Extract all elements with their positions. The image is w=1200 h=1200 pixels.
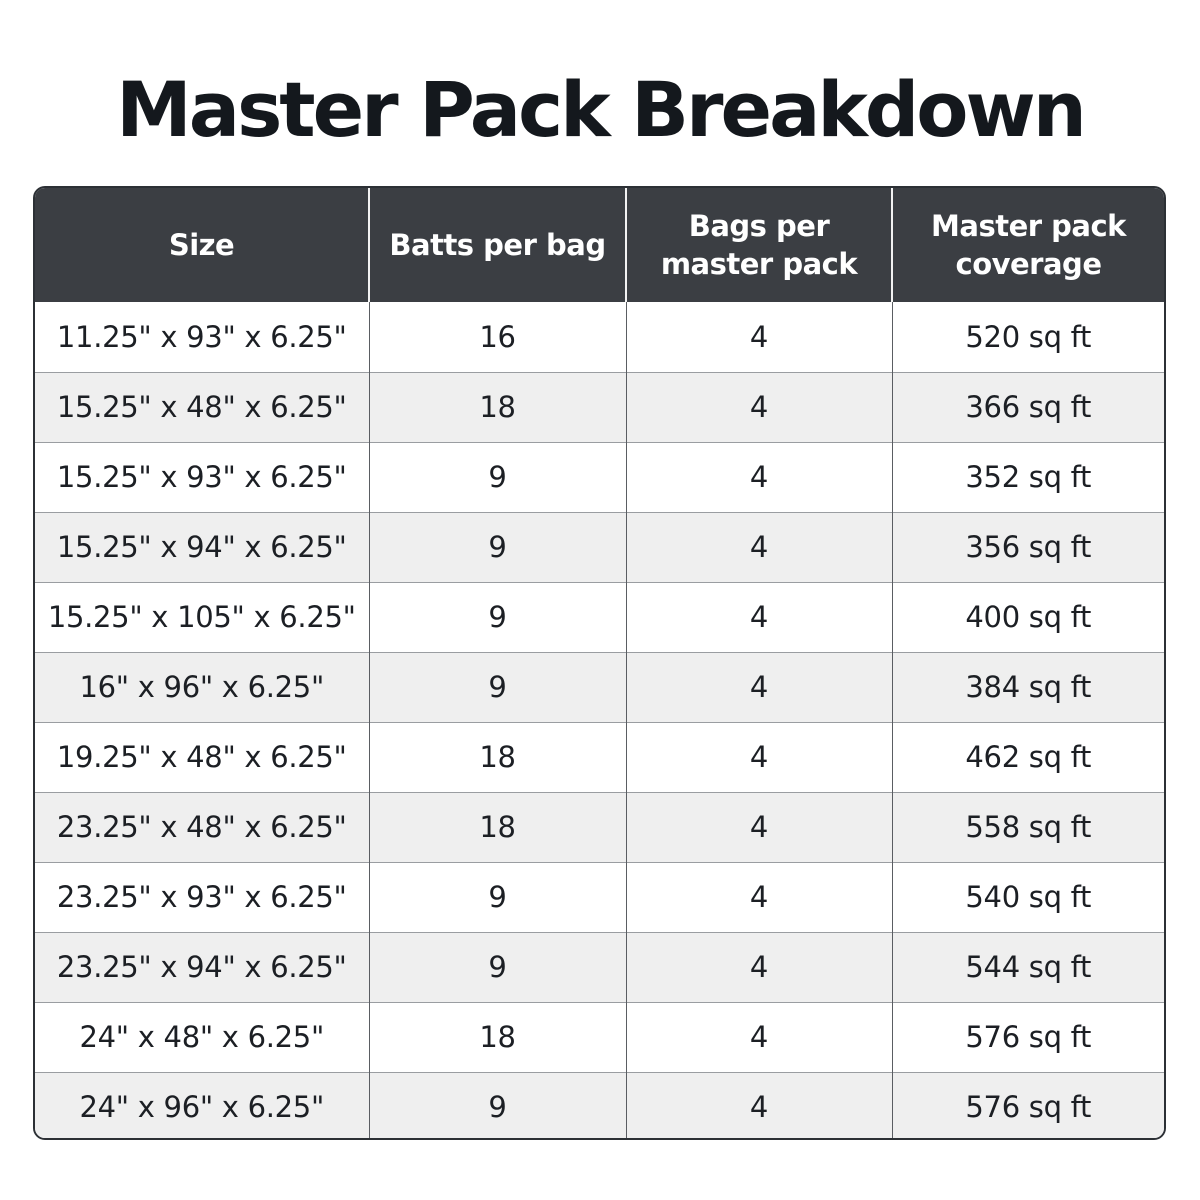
coverage-cell: 540 sq ft	[891, 861, 1164, 932]
bags-per-master-pack-cell: 4	[625, 1071, 892, 1138]
coverage-cell: 384 sq ft	[891, 651, 1164, 722]
batts-per-bag-cell: 18	[368, 1001, 626, 1072]
batts-per-bag-cell: 9	[368, 581, 626, 652]
batts-per-bag-cell: 9	[368, 861, 626, 932]
size-cell: 24" x 96" x 6.25"	[35, 1071, 369, 1138]
size-cell: 15.25" x 94" x 6.25"	[35, 511, 369, 582]
size-cell: 23.25" x 48" x 6.25"	[35, 791, 369, 862]
bags-per-master-pack-cell: 4	[625, 371, 892, 442]
coverage-cell: 576 sq ft	[891, 1001, 1164, 1072]
coverage-cell: 462 sq ft	[891, 721, 1164, 792]
coverage-cell: 352 sq ft	[891, 441, 1164, 512]
column-header-master-pack-coverage: Master pack coverage	[891, 188, 1164, 302]
table-row: 11.25" x 93" x 6.25" 16 4 520 sq ft	[35, 302, 1164, 372]
bags-per-master-pack-cell: 4	[625, 581, 892, 652]
table-row: 23.25" x 48" x 6.25" 18 4 558 sq ft	[35, 791, 1164, 862]
size-cell: 16" x 96" x 6.25"	[35, 651, 369, 722]
column-header-bags-per-master-pack: Bags per master pack	[625, 188, 892, 302]
column-header-batts-per-bag: Batts per bag	[368, 188, 626, 302]
batts-per-bag-cell: 9	[368, 441, 626, 512]
table-row: 15.25" x 48" x 6.25" 18 4 366 sq ft	[35, 371, 1164, 442]
size-cell: 15.25" x 93" x 6.25"	[35, 441, 369, 512]
coverage-cell: 576 sq ft	[891, 1071, 1164, 1138]
size-cell: 24" x 48" x 6.25"	[35, 1001, 369, 1072]
table-row: 24" x 48" x 6.25" 18 4 576 sq ft	[35, 1001, 1164, 1072]
size-cell: 15.25" x 48" x 6.25"	[35, 371, 369, 442]
table-row: 24" x 96" x 6.25" 9 4 576 sq ft	[35, 1071, 1164, 1138]
batts-per-bag-cell: 16	[368, 302, 626, 372]
batts-per-bag-cell: 9	[368, 1071, 626, 1138]
table-body: 11.25" x 93" x 6.25" 16 4 520 sq ft 15.25" x…	[35, 302, 1164, 1138]
master-pack-table-container: Size Batts per bag Bags per master pack …	[33, 186, 1166, 1140]
size-cell: 23.25" x 94" x 6.25"	[35, 931, 369, 1002]
coverage-cell: 558 sq ft	[891, 791, 1164, 862]
bags-per-master-pack-cell: 4	[625, 861, 892, 932]
bags-per-master-pack-cell: 4	[625, 511, 892, 582]
batts-per-bag-cell: 9	[368, 931, 626, 1002]
batts-per-bag-cell: 9	[368, 651, 626, 722]
page-title: Master Pack Breakdown	[116, 65, 1087, 154]
coverage-cell: 366 sq ft	[891, 371, 1164, 442]
bags-per-master-pack-cell: 4	[625, 441, 892, 512]
column-header-size: Size	[168, 228, 235, 262]
table-header-row: Size Batts per bag Bags per master pack …	[35, 188, 1164, 302]
table-row: 15.25" x 94" x 6.25" 9 4 356 sq ft	[35, 511, 1164, 582]
coverage-cell: 356 sq ft	[891, 511, 1164, 582]
size-cell: 15.25" x 105" x 6.25"	[35, 581, 369, 652]
coverage-cell: 544 sq ft	[891, 931, 1164, 1002]
size-cell: 11.25" x 93" x 6.25"	[56, 319, 347, 354]
master-pack-table: Size Batts per bag Bags per master pack …	[35, 188, 1164, 1138]
coverage-cell: 400 sq ft	[891, 581, 1164, 652]
batts-per-bag-cell: 18	[368, 371, 626, 442]
size-cell: 23.25" x 93" x 6.25"	[35, 861, 369, 932]
coverage-cell: 520 sq ft	[891, 302, 1164, 372]
bags-per-master-pack-cell: 4	[625, 651, 892, 722]
table-header: Size Batts per bag Bags per master pack …	[35, 188, 1164, 302]
bags-per-master-pack-cell: 4	[625, 302, 892, 372]
batts-per-bag-cell: 18	[368, 721, 626, 792]
table-row: 23.25" x 94" x 6.25" 9 4 544 sq ft	[35, 931, 1164, 1002]
size-cell: 19.25" x 48" x 6.25"	[35, 721, 369, 792]
table-row: 16" x 96" x 6.25" 9 4 384 sq ft	[35, 651, 1164, 722]
table-row: 15.25" x 93" x 6.25" 9 4 352 sq ft	[35, 441, 1164, 512]
bags-per-master-pack-cell: 4	[625, 791, 892, 862]
table-row: 15.25" x 105" x 6.25" 9 4 400 sq ft	[35, 581, 1164, 652]
bags-per-master-pack-cell: 4	[625, 721, 892, 792]
table-row: 19.25" x 48" x 6.25" 18 4 462 sq ft	[35, 721, 1164, 792]
table-row: 23.25" x 93" x 6.25" 9 4 540 sq ft	[35, 861, 1164, 932]
batts-per-bag-cell: 9	[368, 511, 626, 582]
bags-per-master-pack-cell: 4	[625, 1001, 892, 1072]
bags-per-master-pack-cell: 4	[625, 931, 892, 1002]
batts-per-bag-cell: 18	[368, 791, 626, 862]
